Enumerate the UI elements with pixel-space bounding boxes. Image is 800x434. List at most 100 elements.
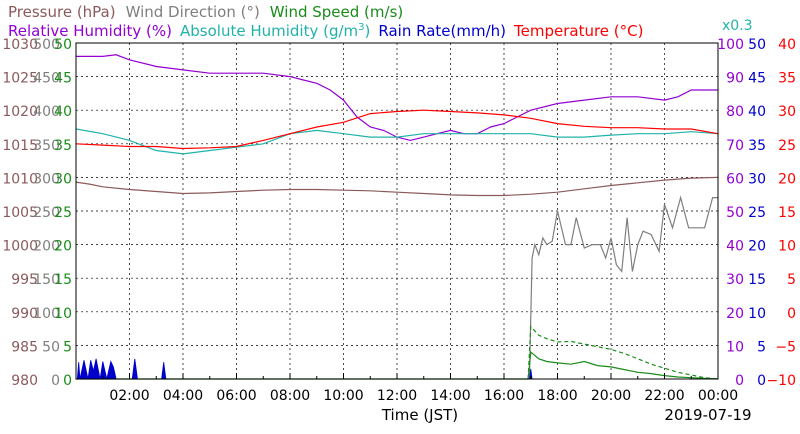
series (75, 54, 719, 380)
pressure-tick-label: 1020 (2, 104, 38, 120)
legend-row-2: Relative Humidity (%) Absolute Humidity (… (8, 22, 643, 40)
wind-speed-tick-label: 0 (63, 373, 72, 389)
relative-humidity-tick-label: 60 (726, 171, 744, 187)
relative-humidity-tick-label: 20 (726, 306, 744, 322)
pressure-tick-label: 1005 (2, 205, 38, 221)
relative-humidity-tick-label: 30 (726, 272, 744, 288)
series-pressure-hpa (75, 176, 719, 197)
relative-humidity-tick-label: 100 (717, 37, 744, 53)
x-tick-label: 02:00 (109, 388, 149, 404)
rain-rate-tick-label: 50 (748, 37, 766, 53)
grid (76, 43, 718, 379)
pressure-tick-label: 1015 (2, 138, 38, 154)
wind-speed-tick-label: 40 (54, 104, 72, 120)
relative-humidity-tick-label: 50 (726, 205, 744, 221)
wind-direction-tick-label: 250 (33, 205, 60, 221)
series-temperature-c (75, 109, 719, 150)
x-axis: 02:00 04:00 06:00 08:00 10:00 12:00 14:00 16:00… (102, 373, 738, 404)
series-wind-speed-gust-m-s (527, 325, 719, 380)
temperature-tick-label: 30 (778, 104, 796, 120)
legend-row-1: Pressure (hPa) Wind Direction (°) Wind Spe… (8, 3, 403, 21)
temperature-tick-label: 5 (787, 272, 796, 288)
rain-rate-tick-label: 40 (748, 104, 766, 120)
rain-rate-tick-label: 15 (748, 272, 766, 288)
x-tick-label: 10:00 (323, 388, 363, 404)
legend-suffix: ) (365, 22, 371, 40)
rain-rate-tick-label: 35 (748, 138, 766, 154)
legend-entry: Wind Direction (°) (126, 3, 260, 21)
rain-rate-tick-label: 10 (748, 306, 766, 322)
wind-direction-tick-label: 500 (33, 37, 60, 53)
legend-entry: Relative Humidity (%) (8, 22, 172, 40)
temperature-tick-label: 10 (778, 239, 796, 255)
x-tick-label: 04:00 (163, 388, 203, 404)
legend-scale-note: x0.3 (722, 18, 753, 34)
legend-superscript: 3 (358, 22, 364, 33)
pressure-tick-label: 1025 (2, 71, 38, 87)
pressure-tick-label: 1010 (2, 171, 38, 187)
relative-humidity-tick-label: 40 (726, 239, 744, 255)
wind-direction-tick-label: 100 (33, 306, 60, 322)
x-tick-label: 08:00 (270, 388, 310, 404)
wind-speed-tick-label: 30 (54, 171, 72, 187)
rain-rate-tick-label: 25 (748, 205, 766, 221)
x-tick-label: 22:00 (644, 388, 684, 404)
x-tick-label: 00:00 (698, 388, 738, 404)
relative-humidity-tick-label: 80 (726, 104, 744, 120)
wind-direction-tick-label: 350 (33, 138, 60, 154)
rain-rate-tick-label: 30 (748, 171, 766, 187)
chart-date: 2019-07-19 (664, 406, 751, 424)
wind-direction-tick-label: 200 (33, 239, 60, 255)
temperature-tick-label: −5 (775, 339, 796, 355)
pressure-tick-label: 990 (11, 306, 38, 322)
series-rain-rate-mm-h (76, 358, 533, 380)
wind-direction-tick-label: 300 (33, 171, 60, 187)
left-axes: 9809859909951000100510101015102010251030… (2, 37, 72, 389)
relative-humidity-tick-label: 90 (726, 71, 744, 87)
x-tick-label: 12:00 (377, 388, 417, 404)
temperature-tick-label: 40 (778, 37, 796, 53)
rain-rate-tick-label: 45 (748, 71, 766, 87)
relative-humidity-tick-label: 0 (735, 373, 744, 389)
wind-direction-tick-label: 400 (33, 104, 60, 120)
series-wind-direction (528, 195, 718, 380)
legend-entry: Pressure (hPa) (8, 3, 116, 21)
legend-entry: Rain Rate(mm/h) (378, 22, 506, 40)
pressure-tick-label: 980 (11, 373, 38, 389)
wind-direction-tick-label: 0 (51, 373, 60, 389)
relative-humidity-tick-label: 10 (726, 339, 744, 355)
rain-rate-tick-label: 20 (748, 239, 766, 255)
wind-speed-tick-label: 25 (54, 205, 72, 221)
relative-humidity-tick-label: 70 (726, 138, 744, 154)
x-axis-label: Time (JST) (381, 406, 458, 424)
x-tick-label: 14:00 (430, 388, 470, 404)
temperature-tick-label: 25 (778, 138, 796, 154)
x-tick-label: 16:00 (484, 388, 524, 404)
wind-direction-tick-label: 50 (42, 339, 60, 355)
temperature-tick-label: 0 (787, 306, 796, 322)
wind-speed-tick-label: 10 (54, 306, 72, 322)
legend-entry: Wind Speed (m/s) (270, 3, 403, 21)
wind-speed-tick-label: 50 (54, 37, 72, 53)
legend-entry: Absolute Humidity (g/m (180, 22, 358, 40)
right-axes: 0102030405060708090100051015202530354045… (717, 37, 796, 389)
x-tick-label: 18:00 (537, 388, 577, 404)
rain-rate-tick-label: 0 (757, 373, 766, 389)
pressure-tick-label: 1030 (2, 37, 38, 53)
wind-speed-tick-label: 35 (54, 138, 72, 154)
wind-speed-tick-label: 45 (54, 71, 72, 87)
wind-direction-tick-label: 150 (33, 272, 60, 288)
temperature-tick-label: −10 (766, 373, 796, 389)
wind-speed-tick-label: 15 (54, 272, 72, 288)
temperature-tick-label: 20 (778, 171, 796, 187)
temperature-tick-label: 35 (778, 71, 796, 87)
series-relative-humidity (76, 54, 718, 142)
series-absolute-humidity-g-m3-x0-3 (75, 128, 719, 155)
x-tick-label: 20:00 (591, 388, 631, 404)
temperature-tick-label: 15 (778, 205, 796, 221)
rain-rate-tick-label: 5 (757, 339, 766, 355)
series-wind-speed-m-s (76, 350, 719, 380)
legend-entry: Temperature (°C) (513, 22, 643, 40)
wind-direction-tick-label: 450 (33, 71, 60, 87)
